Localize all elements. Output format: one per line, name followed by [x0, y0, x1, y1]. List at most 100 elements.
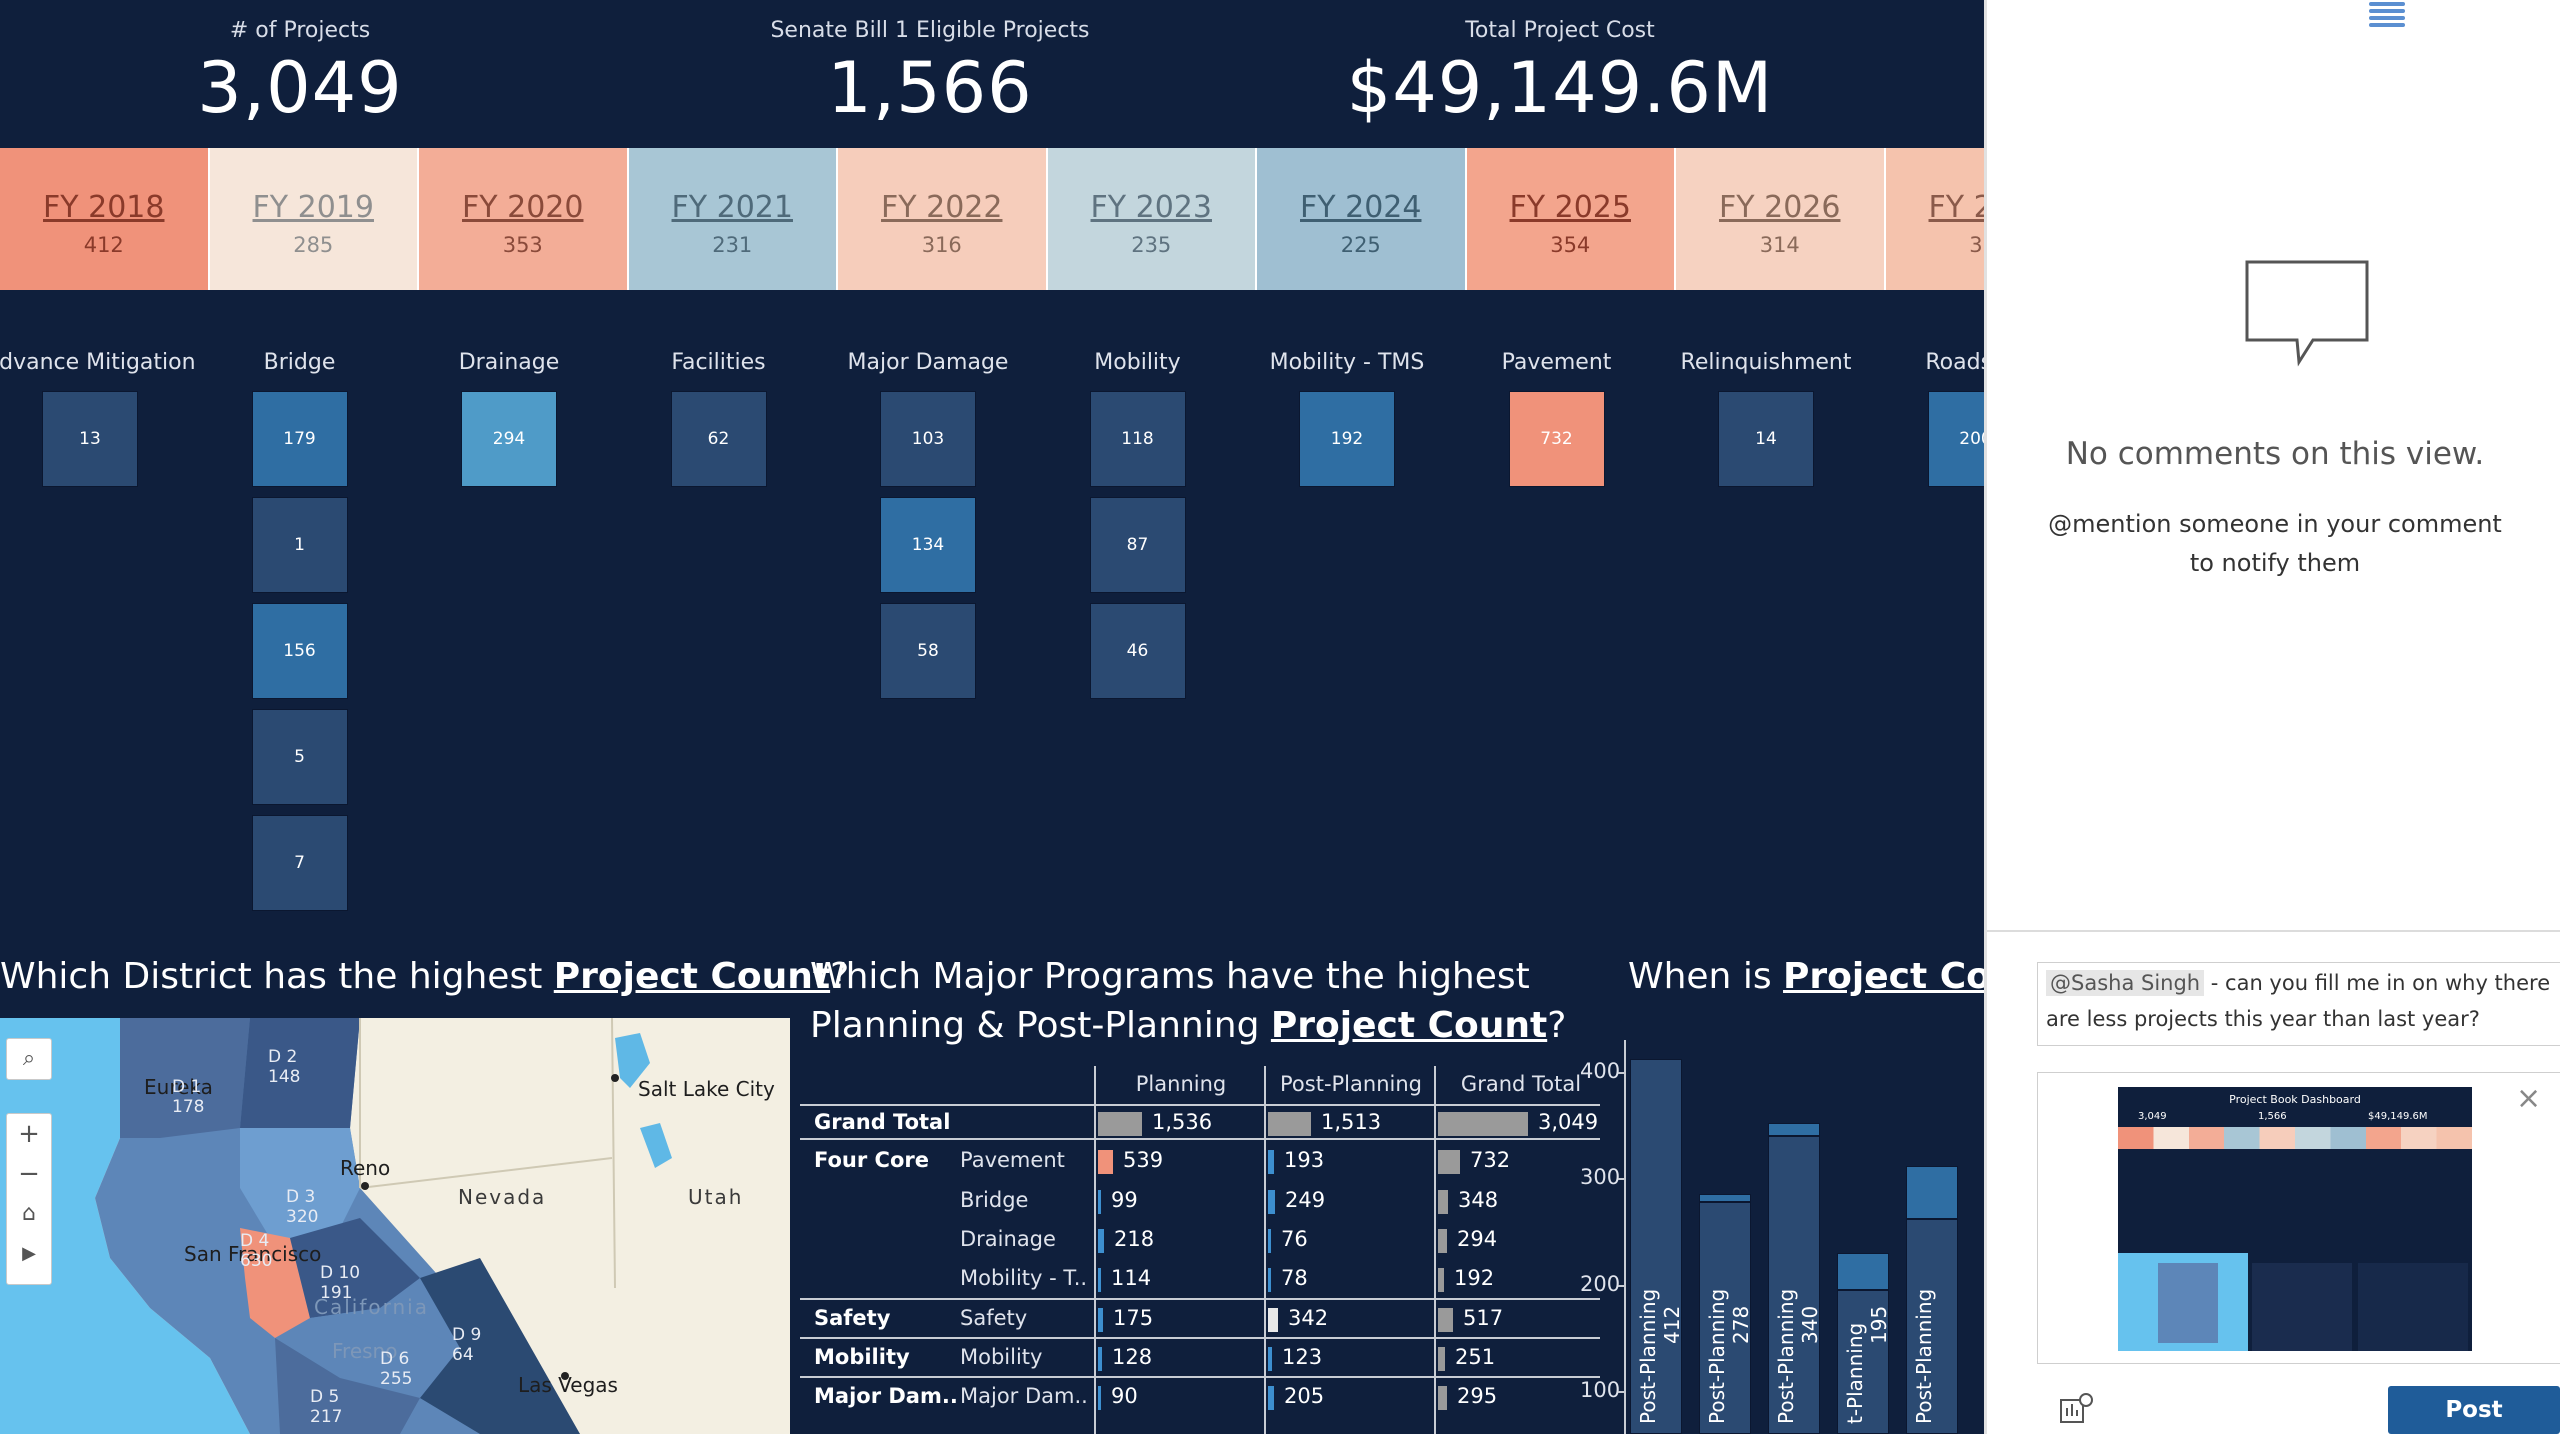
category-tile[interactable]: 1	[251, 497, 348, 593]
fy-tile-4[interactable]: FY 2022 316	[838, 148, 1048, 290]
chart-bar-planning[interactable]	[1699, 1194, 1751, 1202]
mention-chip[interactable]: @Sasha Singh	[2046, 970, 2205, 996]
category-tile[interactable]: 62	[670, 391, 767, 487]
fy-tile-5[interactable]: FY 2023 235	[1047, 148, 1257, 290]
district-d5-area[interactable]	[275, 1338, 420, 1434]
zoom-out-icon[interactable]: −	[18, 1159, 40, 1189]
category-tile[interactable]: 200	[1927, 391, 1984, 487]
city-san-francisco: San Francisco	[184, 1242, 321, 1266]
category-tile[interactable]: 179	[251, 391, 348, 487]
fy-tile-7[interactable]: FY 2025 354	[1466, 148, 1676, 290]
chart-bar-value: 195	[1867, 1305, 1891, 1344]
fy-tile-0[interactable]: FY 2018 412	[0, 148, 210, 290]
category-tile[interactable]: 118	[1089, 391, 1186, 487]
home-icon[interactable]: ⌂	[22, 1201, 36, 1226]
category-tile[interactable]: 14	[1718, 391, 1814, 487]
category-label: Major Damage	[847, 350, 1009, 375]
district-title-text: Which District has the highest	[0, 956, 554, 997]
table-row-group: Safety	[814, 1306, 891, 1330]
category-tile[interactable]: 7	[251, 815, 348, 911]
table-cell: 1,513	[1321, 1110, 1382, 1134]
district-d9-area[interactable]	[420, 1258, 580, 1434]
snapshot-thumbnail[interactable]: Project Book Dashboard 3,049 1,566 $49,1…	[2118, 1087, 2472, 1351]
chart-tick-mark	[1618, 1178, 1626, 1181]
kpi-cost: Total Project Cost $49,149.6M	[1310, 0, 1810, 129]
map-search-icon[interactable]: ⌕	[6, 1038, 52, 1080]
fy-label: FY 2026	[1719, 190, 1841, 225]
fy-tile-8[interactable]: FY 2026 314	[1676, 148, 1886, 290]
chart-bar-planning[interactable]	[1837, 1252, 1889, 1291]
chart-bar-value: 278	[1729, 1305, 1753, 1344]
chart-bar-planning[interactable]	[1768, 1123, 1820, 1136]
empty-hint-line1: @mention someone in your comment	[2048, 510, 2502, 538]
play-icon[interactable]: ▶	[22, 1243, 36, 1264]
table-bar	[1268, 1386, 1274, 1410]
table-cell: 192	[1454, 1266, 1495, 1290]
kpi-sb1-value: 1,566	[827, 47, 1033, 129]
great-salt-lake	[615, 1033, 650, 1088]
city-reno: Reno	[340, 1156, 390, 1180]
map-canvas[interactable]: Eureka Reno Salt Lake City San Francisco…	[0, 1018, 790, 1434]
table-cell: 539	[1123, 1148, 1164, 1172]
fy-count: 354	[1550, 233, 1591, 257]
post-button[interactable]: Post	[2388, 1386, 2560, 1434]
chart-bar-post-planning[interactable]	[1699, 1201, 1751, 1434]
district-d10-label: D 10	[320, 1263, 360, 1283]
district-map[interactable]: Eureka Reno Salt Lake City San Francisco…	[0, 1018, 790, 1434]
category-label: Drainage	[458, 350, 560, 375]
district-d6-label: D 6	[380, 1349, 409, 1369]
category-tile[interactable]: 103	[880, 391, 976, 487]
category-tile[interactable]: 134	[880, 497, 976, 593]
table-bar	[1438, 1386, 1447, 1410]
district-d4-area[interactable]	[240, 1228, 310, 1338]
comment-text-line2: are less projects this year than last ye…	[2046, 1007, 2480, 1031]
table-bar	[1268, 1190, 1275, 1214]
district-d6-area[interactable]	[310, 1308, 460, 1398]
table-row-group: Four Core	[814, 1148, 929, 1172]
category-tile[interactable]: 5	[251, 709, 348, 805]
district-title-link[interactable]: Project Count	[553, 956, 831, 997]
chart-bar-post-planning[interactable]	[1837, 1290, 1889, 1434]
table-cell: 517	[1463, 1306, 1504, 1330]
district-d2-area[interactable]	[240, 1018, 360, 1128]
district-d10-area[interactable]	[290, 1218, 420, 1318]
table-cell: 251	[1455, 1345, 1496, 1369]
comment-input[interactable]: @Sasha Singh - can you fill me in on why…	[2037, 962, 2560, 1046]
fy-tile-9[interactable]: FY 2027 322	[1885, 148, 1984, 290]
table-row-group: Major Dam..	[814, 1384, 958, 1408]
category-tile[interactable]: 732	[1508, 391, 1605, 487]
table-cell: 348	[1458, 1188, 1499, 1212]
chart-bar-planning[interactable]	[1906, 1165, 1958, 1219]
category-tile[interactable]: 294	[461, 391, 557, 487]
chart-tick-mark	[1618, 1071, 1626, 1074]
chart-bar-post-planning[interactable]	[1768, 1135, 1820, 1434]
category-tile[interactable]: 156	[251, 603, 348, 699]
category-tile[interactable]: 58	[880, 603, 976, 699]
chart-bar-post-planning[interactable]	[1630, 1059, 1682, 1434]
category-tile[interactable]: 46	[1089, 603, 1186, 699]
fy-tile-2[interactable]: FY 2020 353	[419, 148, 629, 290]
chart-tick-mark	[1618, 1391, 1626, 1394]
when-title-link[interactable]: Project Count	[1783, 956, 1984, 997]
snapshot-add-icon[interactable]	[2059, 1392, 2095, 1426]
table-header-rule	[800, 1104, 1600, 1106]
category-tile[interactable]: 87	[1089, 497, 1186, 593]
table-row-rule	[800, 1138, 1600, 1140]
fy-tile-1[interactable]: FY 2019 285	[209, 148, 419, 290]
thumb-map-state	[2158, 1263, 2218, 1343]
category-tile[interactable]: 13	[42, 391, 138, 487]
table-row-rule	[800, 1376, 1600, 1378]
district-d5-count: 217	[310, 1407, 342, 1427]
programs-title-link[interactable]: Project Count	[1270, 1005, 1548, 1046]
category-tile[interactable]: 192	[1299, 391, 1395, 487]
fy-tile-3[interactable]: FY 2021 231	[628, 148, 838, 290]
district-d3-area[interactable]	[240, 1128, 360, 1248]
chart-bar-post-planning[interactable]	[1906, 1218, 1958, 1434]
fy-tile-6[interactable]: FY 2024 225	[1257, 148, 1467, 290]
zoom-in-icon[interactable]: +	[18, 1119, 40, 1149]
chart-bar-label: Post-Planning	[1705, 1288, 1729, 1424]
district-d6-count: 255	[380, 1369, 412, 1389]
district-d1-count: 178	[172, 1097, 204, 1117]
remove-snapshot-close-icon[interactable]: ×	[2516, 1081, 2542, 1116]
district-d1-area[interactable]	[120, 1018, 250, 1138]
